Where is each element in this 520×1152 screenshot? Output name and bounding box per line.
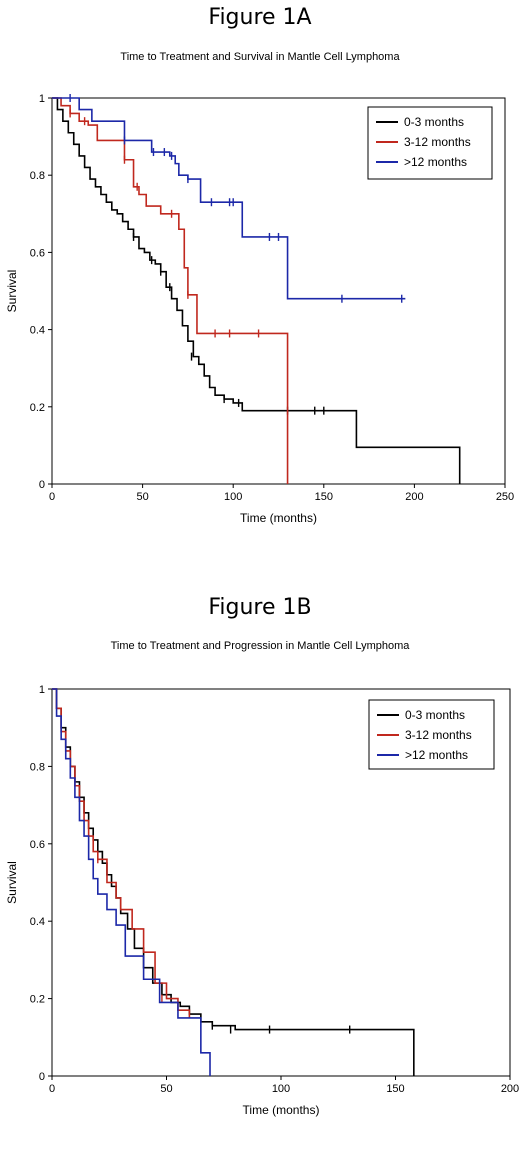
fig1a-series-line-3 — [52, 97, 406, 300]
figure-1a-title: Time to Treatment and Survival in Mantle… — [120, 51, 400, 63]
fig1a-plot-frame — [51, 97, 506, 485]
fig1a-y-tick-label: 0.4 — [30, 325, 45, 337]
figure-1b-chart: 0 50 100 150 200 0 0.2 0.4 0.6 0.8 1 Time (months) S… — [5, 684, 519, 1117]
fig1b-y-tick-label: 1 — [39, 684, 45, 696]
fig1a-x-tick-label: 150 — [315, 491, 333, 503]
fig1b-series-line-2 — [52, 688, 191, 1018]
fig1b-x-tick-label: 100 — [272, 1083, 290, 1095]
fig1a-series-line-2 — [52, 97, 289, 484]
fig1b-y-tick-label: 0.8 — [30, 761, 45, 773]
fig1a-legend-label-3: >12 months — [404, 155, 467, 169]
fig1a-x-tick-label: 0 — [49, 491, 55, 503]
fig1b-y-tick-label: 0.2 — [30, 994, 45, 1006]
fig1b-legend-label-2: 3-12 months — [405, 728, 472, 742]
fig1b-x-axis-title: Time (months) — [243, 1103, 320, 1117]
fig1b-x-tick-label: 50 — [160, 1083, 172, 1095]
fig1b-y-tick-label: 0.6 — [30, 839, 45, 851]
fig1b-legend-label-3: >12 months — [405, 748, 468, 762]
fig1b-x-tick-label: 0 — [49, 1083, 55, 1095]
fig1a-y-tick-label: 0.2 — [30, 402, 45, 414]
fig1a-legend-label-2: 3-12 months — [404, 135, 471, 149]
fig1a-x-tick-label: 250 — [496, 491, 514, 503]
fig1a-y-axis-title: Survival — [5, 270, 19, 313]
figure-1b-label: Figure 1B — [208, 595, 312, 620]
fig1b-legend-label-1: 0-3 months — [405, 708, 465, 722]
fig1a-x-axis-title: Time (months) — [240, 511, 317, 525]
fig1a-x-tick-label: 100 — [224, 491, 242, 503]
figure-1a-chart: 0 50 100 150 200 250 0 0.2 0.4 0.6 0.8 1 Time (month… — [5, 93, 514, 525]
fig1a-y-tick-label: 1 — [39, 93, 45, 105]
fig1b-x-tick-label: 150 — [386, 1083, 404, 1095]
fig1b-y-tick-label: 0 — [39, 1071, 45, 1083]
fig1b-y-axis-title: Survival — [5, 861, 19, 904]
figure-1b-title: Time to Treatment and Progression in Man… — [110, 640, 410, 652]
fig1a-legend-label-1: 0-3 months — [404, 115, 464, 129]
fig1b-y-tick-label: 0.4 — [30, 916, 45, 928]
fig1b-series-line-3 — [52, 688, 211, 1076]
fig1a-y-tick-label: 0.8 — [30, 170, 45, 182]
fig1a-x-tick-label: 200 — [405, 491, 423, 503]
fig1a-y-tick-label: 0 — [39, 479, 45, 491]
figure-1a-label: Figure 1A — [208, 5, 312, 30]
fig1a-x-tick-label: 50 — [136, 491, 148, 503]
fig1a-y-tick-label: 0.6 — [30, 247, 45, 259]
fig1b-x-tick-label: 200 — [501, 1083, 519, 1095]
